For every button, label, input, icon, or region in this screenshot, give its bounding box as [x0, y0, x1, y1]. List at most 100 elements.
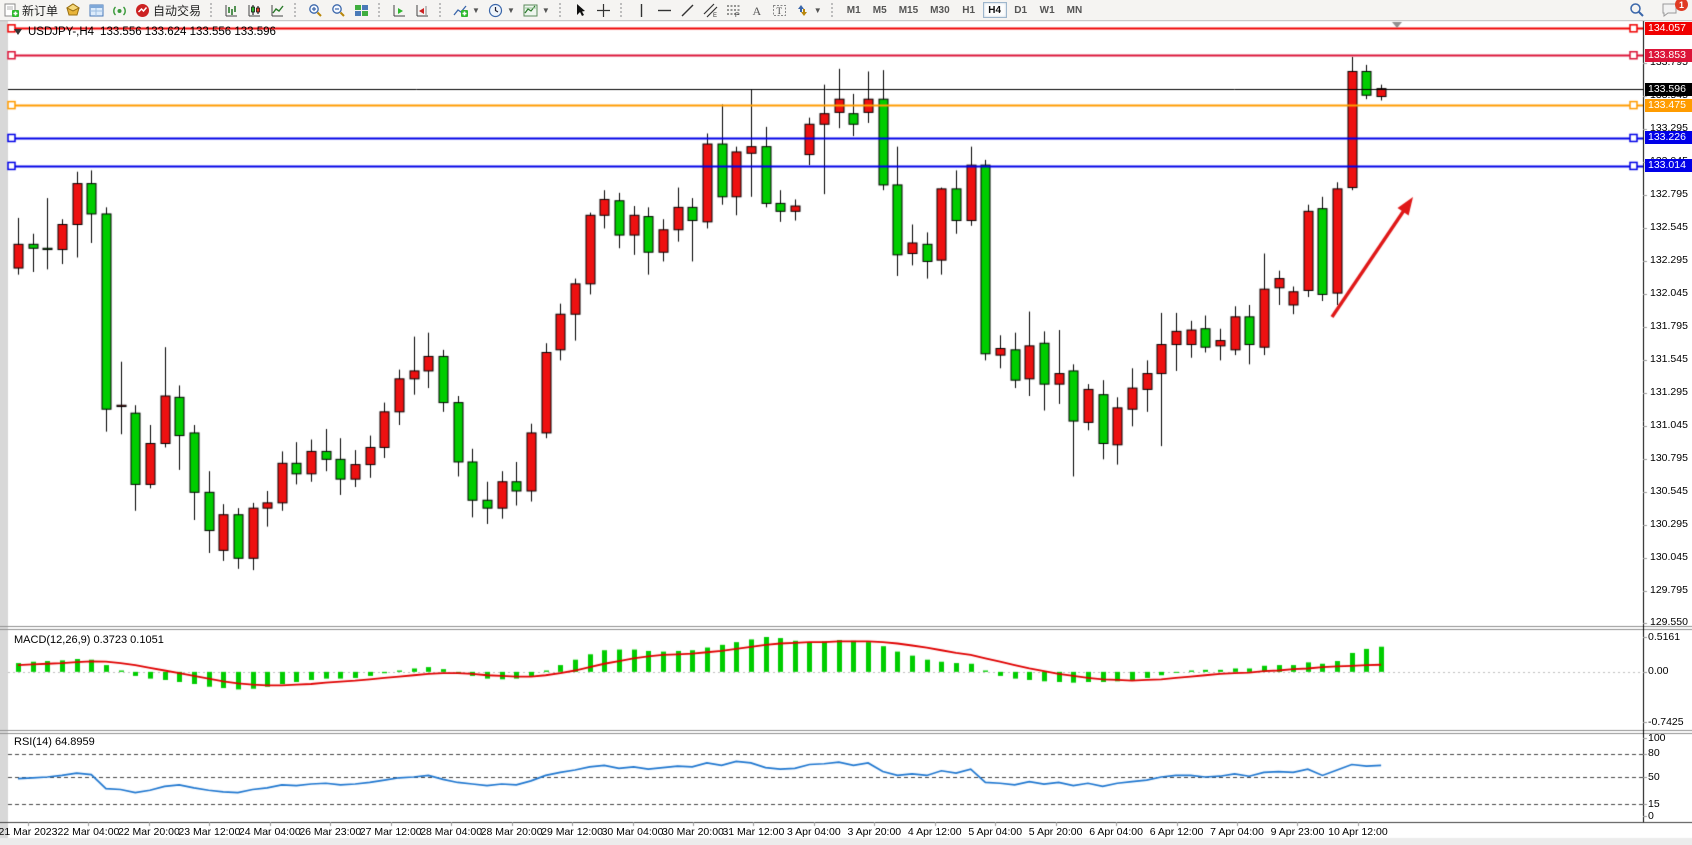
price-tick-label: 133.295 — [1650, 122, 1688, 135]
crosshair-button[interactable] — [592, 1, 615, 19]
search-button[interactable] — [1625, 1, 1649, 19]
tile-windows-button[interactable] — [350, 1, 373, 19]
time-axis-label: 23 Mar 12:00 — [178, 826, 241, 838]
price-line-tag: 134.057 — [1645, 21, 1692, 35]
time-axis-label: 4 Apr 12:00 — [907, 826, 962, 838]
scroll-group — [388, 0, 434, 20]
notification-badge: 1 — [1675, 0, 1688, 11]
timeframe-h4-button[interactable]: H4 — [982, 2, 1007, 18]
notifications-button[interactable]: 1 — [1657, 0, 1688, 19]
clock-icon — [488, 3, 503, 18]
svg-text:A: A — [752, 4, 761, 18]
new-chart-button[interactable] — [62, 1, 85, 19]
auto-scroll-button[interactable] — [388, 1, 411, 19]
price-tick-label: 130.795 — [1650, 452, 1688, 465]
rsi-axis-label: 50 — [1648, 770, 1660, 783]
price-line-tag: 133.475 — [1645, 98, 1692, 112]
fibonacci-button[interactable]: F — [722, 1, 745, 19]
trendline-icon — [680, 3, 695, 18]
timeframe-h1-button[interactable]: H1 — [957, 2, 981, 18]
toolbar-grip — [439, 3, 445, 17]
rsi-label: RSI(14) 64.8959 — [14, 736, 95, 748]
time-axis-label: 30 Mar 20:00 — [662, 826, 724, 838]
signal-icon — [112, 3, 127, 18]
equidistant-channel-icon: E — [703, 3, 718, 18]
timeframe-m5-button[interactable]: M5 — [868, 2, 892, 18]
price-tick-label: 132.045 — [1650, 287, 1688, 300]
horizontal-line-icon — [657, 3, 672, 18]
new-order-button[interactable]: 新订单 — [0, 1, 62, 19]
toolbar-grip — [830, 3, 837, 17]
time-axis-label: 24 Mar 04:00 — [238, 826, 301, 838]
candlestick-chart-button[interactable] — [243, 1, 266, 19]
time-axis-label: 5 Apr 04:00 — [968, 826, 1023, 838]
main-toolbar: 新订单 自动交易 ▼ ▼ — [0, 0, 1692, 21]
timeframe-d1-button[interactable]: D1 — [1009, 2, 1033, 18]
rsi-axis-label: 0 — [1648, 809, 1654, 822]
chart-shift-button[interactable] — [411, 1, 434, 19]
line-chart-icon — [270, 3, 285, 18]
svg-text:E: E — [713, 13, 717, 18]
macd-axis-label: 0.5161 — [1648, 630, 1681, 643]
new-order-label: 新订单 — [22, 3, 59, 18]
timeframe-m30-button[interactable]: M30 — [925, 2, 954, 18]
trendline-button[interactable] — [676, 1, 699, 19]
search-icon — [1629, 2, 1645, 18]
periods-button[interactable]: ▼ — [484, 1, 519, 19]
price-tick-label: 131.545 — [1650, 353, 1688, 366]
chart-title-bar[interactable]: USDJPY-,H4 133.556 133.624 133.556 133.5… — [14, 26, 276, 38]
price-tick-label: 131.795 — [1650, 320, 1688, 333]
macd-label: MACD(12,26,9) 0.3723 0.1051 — [14, 634, 164, 646]
text-icon: A — [749, 3, 764, 18]
timeframe-w1-button[interactable]: W1 — [1035, 2, 1060, 18]
zoom-out-button[interactable] — [327, 1, 350, 19]
vertical-line-button[interactable] — [630, 1, 653, 19]
svg-text:T: T — [776, 6, 782, 16]
line-chart-button[interactable] — [266, 1, 289, 19]
time-axis-label: 5 Apr 20:00 — [1028, 826, 1083, 838]
time-axis-label: 27 Mar 12:00 — [359, 826, 422, 838]
zoom-in-button[interactable] — [304, 1, 327, 19]
text-label-button[interactable]: T — [768, 1, 791, 19]
timeframe-m15-button[interactable]: M15 — [894, 2, 923, 18]
time-axis-label: 31 Mar 12:00 — [722, 826, 785, 838]
time-axis-label: 9 Apr 23:00 — [1270, 826, 1325, 838]
templates-button[interactable]: ▼ — [519, 1, 554, 19]
price-line-tag: 133.226 — [1645, 131, 1692, 145]
signal-button[interactable] — [108, 1, 131, 19]
svg-text:F: F — [735, 12, 739, 18]
rsi-name: RSI(14) — [14, 736, 52, 748]
price-tick-label: 131.295 — [1650, 386, 1688, 399]
cursor-button[interactable] — [569, 1, 592, 19]
channel-button[interactable]: E — [699, 1, 722, 19]
time-axis-label: 6 Apr 04:00 — [1089, 826, 1143, 838]
text-label-icon: T — [772, 3, 787, 18]
new-order-icon — [4, 3, 19, 18]
zoom-out-icon — [331, 3, 346, 18]
text-button[interactable]: A — [745, 1, 768, 19]
arrows-button[interactable]: ▼ — [791, 1, 826, 19]
price-line-tag: 133.853 — [1645, 48, 1692, 62]
time-axis-label: 22 Mar 20:00 — [117, 826, 180, 838]
auto-trading-button[interactable]: 自动交易 — [131, 1, 205, 19]
rsi-axis-label: 100 — [1648, 731, 1666, 744]
cursor-arrow-icon — [573, 3, 588, 18]
crosshair-icon — [596, 3, 611, 18]
indicators-button[interactable]: ▼ — [449, 1, 484, 19]
bar-chart-button[interactable] — [220, 1, 243, 19]
tile-windows-icon — [354, 3, 369, 18]
horizontal-line-button[interactable] — [653, 1, 676, 19]
time-axis-label: 26 Mar 23:00 — [299, 826, 362, 838]
blue-window-icon — [89, 3, 104, 18]
market-watch-button[interactable] — [85, 1, 108, 19]
timeframe-mn-button[interactable]: MN — [1062, 2, 1088, 18]
indicators-icon — [453, 3, 469, 18]
timeframe-m1-button[interactable]: M1 — [842, 2, 866, 18]
arrow-objects-icon — [795, 3, 810, 18]
macd-name: MACD(12,26,9) — [14, 634, 91, 646]
timeframe-toolbar: M1 M5 M15 M30 H1 H4 D1 W1 MN — [841, 0, 1088, 20]
time-axis-label: 6 Apr 12:00 — [1149, 826, 1204, 838]
rsi-axis-label: 15 — [1648, 797, 1660, 810]
fibonacci-icon: F — [726, 3, 741, 18]
